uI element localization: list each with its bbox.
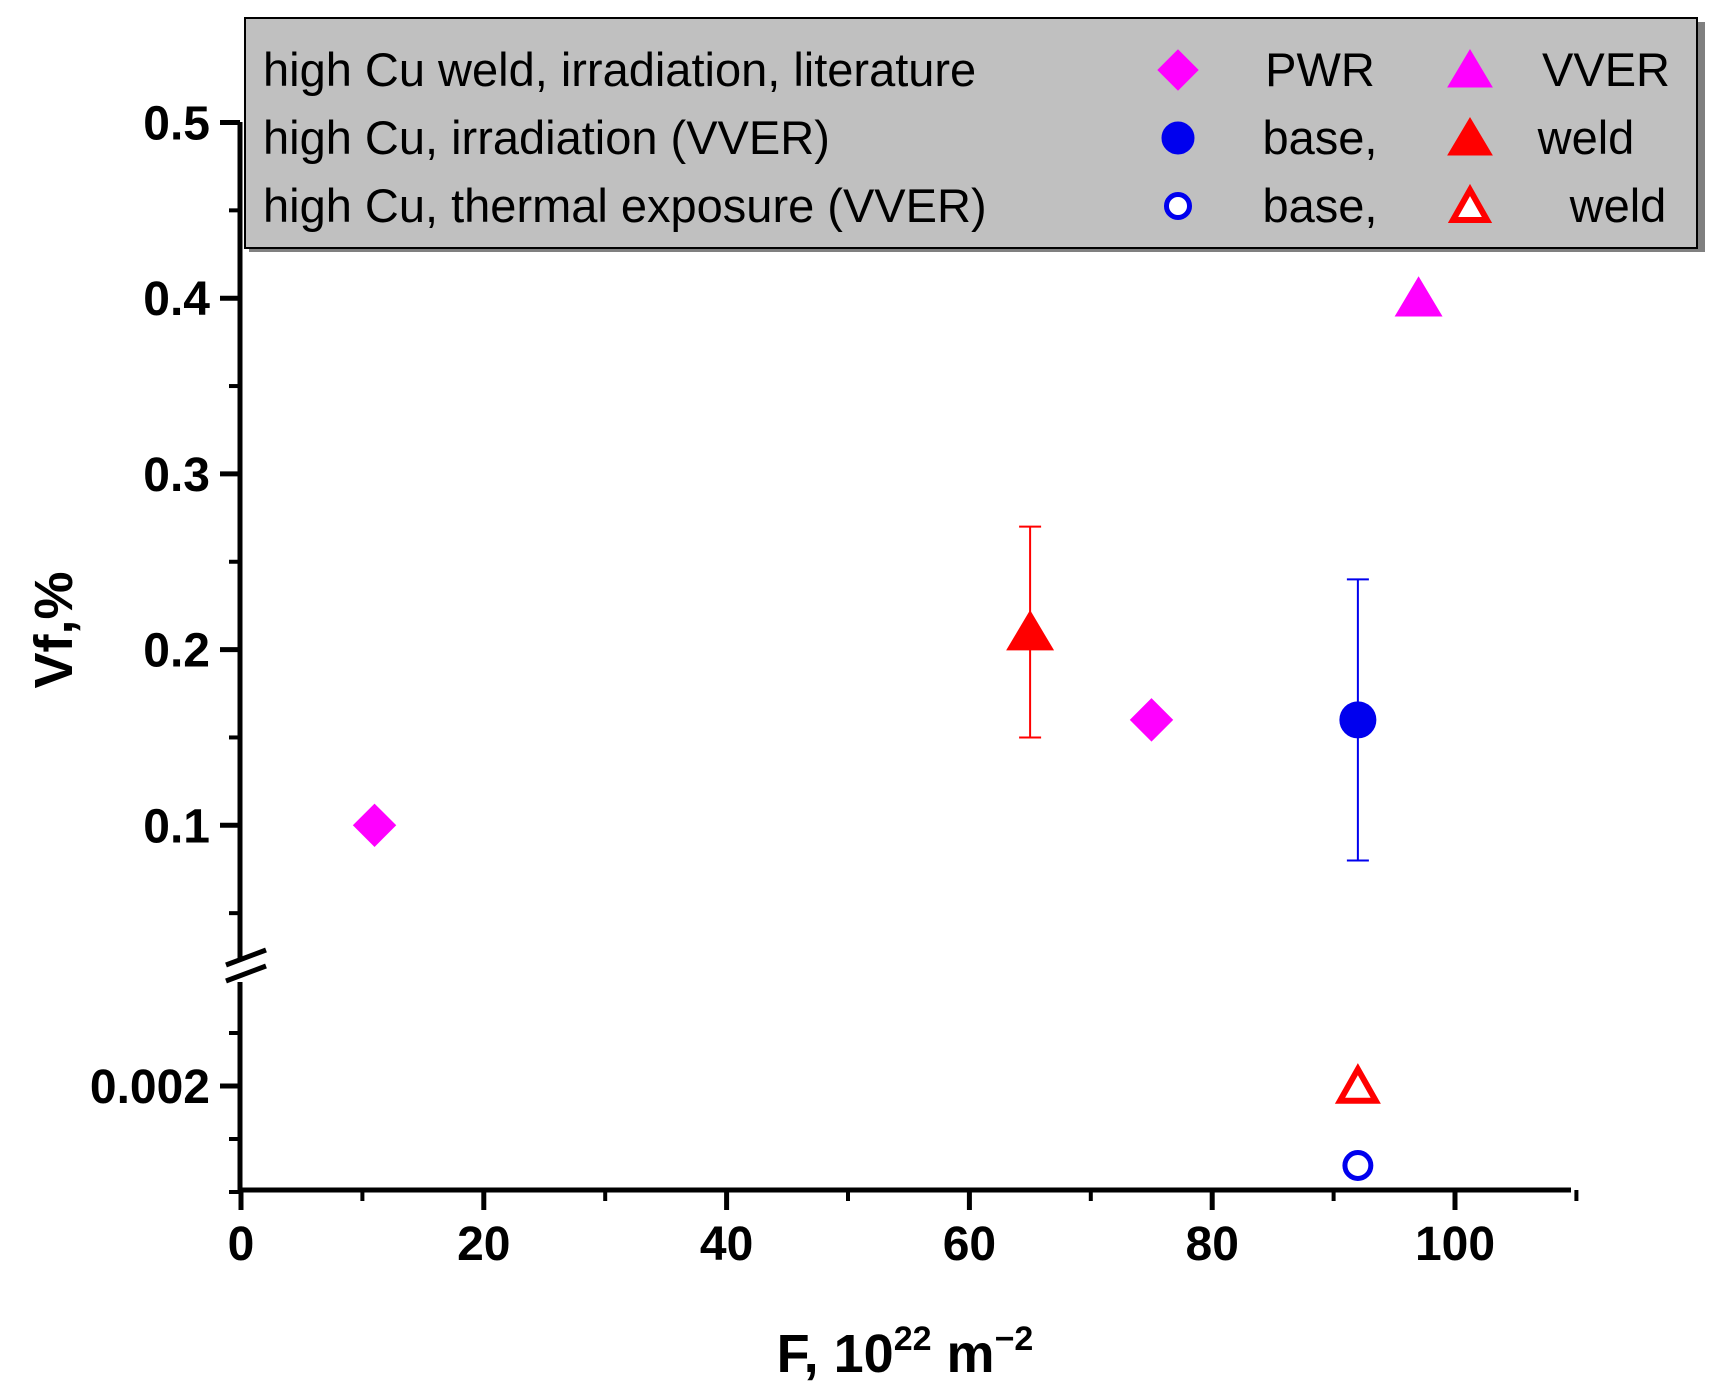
legend-marker: [1447, 183, 1493, 223]
axis-break-mark-upper: [225, 947, 267, 968]
legend-entry-label: weld: [1537, 111, 1635, 164]
legend-row-label: high Cu, thermal exposure (VVER): [263, 179, 987, 232]
y-tick-label: 0.2: [143, 625, 210, 678]
x-axis-title-part: F, 10: [777, 1324, 894, 1384]
x-tick-label: 80: [1186, 1218, 1239, 1271]
data-point-circle: [1339, 701, 1377, 739]
y-tick-label: 0.3: [143, 449, 210, 502]
data-point-diamond: [1129, 698, 1174, 742]
x-axis-title: F, 1022 m−2: [777, 1320, 1034, 1384]
y-tick-label: 0.1: [143, 800, 210, 853]
data-point-diamond: [352, 803, 397, 848]
x-tick-label: 40: [700, 1218, 753, 1271]
x-tick-label: 100: [1415, 1218, 1495, 1271]
x-axis-title-part: 22: [894, 1320, 932, 1358]
data-point-triangle: [1394, 276, 1443, 317]
legend-row-label: high Cu weld, irradiation, literature: [263, 43, 976, 96]
x-axis-title-part: −2: [995, 1320, 1034, 1358]
legend-marker: [1447, 49, 1493, 88]
x-tick-label: 20: [457, 1218, 510, 1271]
data-point-triangle: [1006, 610, 1055, 651]
y-tick-label: 0.5: [143, 98, 210, 151]
legend-marker: [1161, 121, 1195, 155]
legend-marker: [1447, 117, 1493, 156]
legend-marker: [1163, 191, 1193, 221]
legend-row-label: high Cu, irradiation (VVER): [263, 111, 830, 164]
y-tick-label: 0.4: [143, 273, 210, 326]
legend-marker: [1157, 49, 1199, 91]
x-axis-title-part: m: [932, 1324, 995, 1384]
legend-entry-label: PWR: [1265, 43, 1375, 96]
legend-box: [244, 17, 1698, 249]
x-tick-label: 0: [228, 1218, 255, 1271]
data-point-circle: [1342, 1150, 1374, 1181]
data-point-triangle: [1334, 1063, 1381, 1104]
axis-break-mark-lower: [225, 963, 267, 984]
legend-entry-label: weld: [1569, 179, 1667, 232]
legend-entry-label: VVER: [1542, 43, 1670, 96]
legend-entry-label: base,: [1263, 111, 1378, 164]
y-tick-label: 0.002: [90, 1061, 210, 1114]
x-tick-label: 60: [943, 1218, 996, 1271]
y-axis-title: Vf,%: [24, 571, 84, 688]
legend-entry-label: base,: [1263, 179, 1378, 232]
